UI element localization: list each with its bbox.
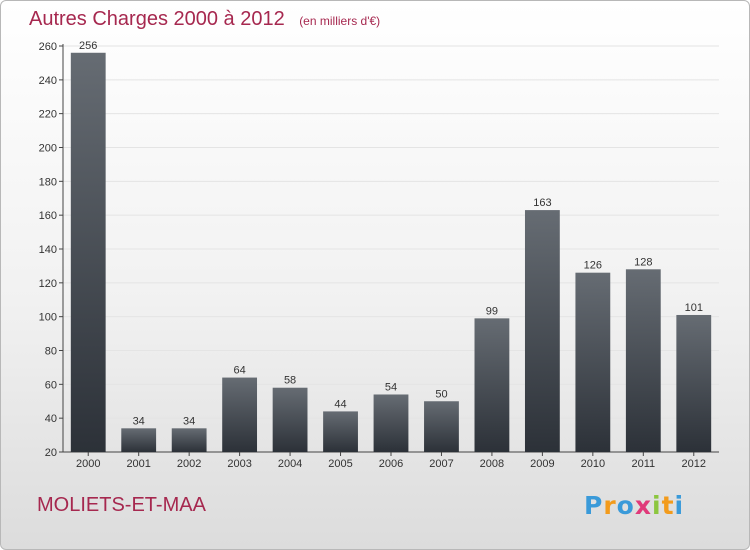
bars	[70, 52, 712, 453]
data-label-2003: 64	[233, 365, 245, 377]
bar-2012	[676, 314, 712, 452]
bar-2009	[524, 210, 560, 452]
bar-2003	[222, 377, 258, 452]
y-tick-label: 260	[39, 41, 57, 53]
logo-letter: t	[661, 491, 675, 520]
bar-2002	[171, 428, 207, 452]
data-label-2004: 58	[284, 375, 296, 387]
data-label-2009: 163	[533, 197, 551, 209]
y-tick-label: 40	[45, 413, 57, 425]
logo-letter: x	[634, 491, 652, 520]
x-tick-label: 2007	[429, 458, 453, 470]
proxiti-logo: Proxiti	[584, 491, 684, 520]
y-tick-label: 180	[39, 176, 57, 188]
bar-2008	[474, 318, 510, 452]
grid-lines	[63, 45, 719, 453]
y-tick-label: 80	[45, 346, 57, 358]
y-tick-label: 100	[39, 312, 57, 324]
data-label-2008: 99	[486, 305, 498, 317]
x-tick-label: 2003	[227, 458, 251, 470]
bar-2007	[424, 401, 459, 452]
data-label-2002: 34	[183, 415, 195, 427]
bar-2006	[373, 394, 409, 452]
bar-2000	[70, 52, 106, 453]
data-label-2006: 54	[385, 381, 397, 393]
data-labels: 256 34 34 64 58 44 54 50 99 163 126 128 101	[79, 40, 703, 428]
bar-2010	[575, 272, 611, 452]
x-tick-label: 2000	[76, 458, 100, 470]
y-tick-label: 160	[39, 210, 57, 222]
y-tick-label: 120	[39, 278, 57, 290]
y-tick-label: 140	[39, 244, 57, 256]
bar-2001	[121, 428, 157, 452]
logo-letter: r	[603, 491, 617, 520]
data-label-2001: 34	[133, 415, 145, 427]
y-tick-label: 220	[39, 109, 57, 121]
logo-letter: P	[584, 491, 604, 520]
data-label-2007: 50	[435, 388, 447, 400]
data-label-2005: 44	[334, 398, 346, 410]
y-tick-label: 240	[39, 75, 57, 87]
x-tick-label: 2006	[379, 458, 403, 470]
y-tick-label: 200	[39, 143, 57, 155]
x-tick-label: 2002	[177, 458, 201, 470]
bar-2011	[625, 269, 661, 452]
data-label-2000: 256	[79, 40, 97, 52]
x-tick-label: 2008	[480, 458, 504, 470]
bar-2004	[272, 387, 308, 452]
chart-subtitle: (en milliers d'€)	[299, 14, 381, 28]
x-tick-label: 2005	[328, 458, 352, 470]
commune-name: MOLIETS-ET-MAA	[37, 494, 206, 516]
x-tick-label: 2010	[581, 458, 605, 470]
x-tick-label: 2009	[530, 458, 554, 470]
logo-letter: i	[674, 491, 685, 520]
logo-letter: o	[616, 491, 635, 520]
x-tick-label: 2001	[126, 458, 150, 470]
data-label-2012: 101	[685, 302, 703, 314]
chart-title-row: Autres Charges 2000 à 2012 (en milliers …	[29, 8, 380, 31]
x-tick-label: 2012	[682, 458, 706, 470]
data-label-2011: 128	[634, 256, 652, 268]
y-tick-label: 60	[45, 379, 57, 391]
chart-title: Autres Charges 2000 à 2012	[29, 8, 285, 30]
y-tick-label: 20	[45, 447, 57, 459]
bar-2005	[323, 411, 358, 452]
x-tick-label: 2011	[631, 458, 655, 470]
data-label-2010: 126	[584, 260, 602, 272]
x-tick-label: 2004	[278, 458, 302, 470]
logo-letter: i	[652, 491, 662, 520]
